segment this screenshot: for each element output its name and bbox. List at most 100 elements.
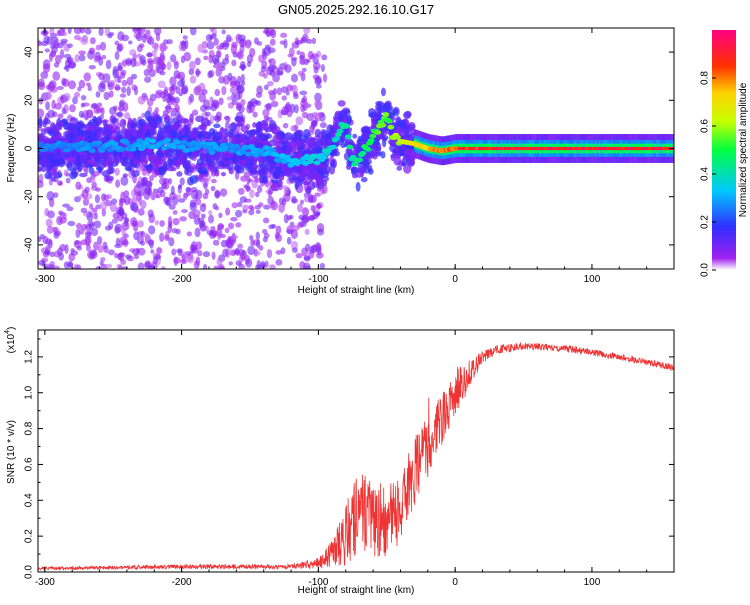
- heatmap-cell: [213, 123, 221, 129]
- heatmap-cell: [225, 207, 231, 216]
- heatmap-cell: [168, 221, 173, 229]
- heatmap-cell: [320, 64, 325, 73]
- spectrogram-y-tick-label: -20: [24, 189, 35, 204]
- heatmap-cell: [290, 125, 298, 132]
- snr-axes: -300 -200 -100 0 100 0.0 0.2 0.4 0.6 0.8 1.0 1.2: [24, 330, 674, 588]
- heatmap-cell: [343, 109, 351, 116]
- heatmap-cell: [208, 214, 215, 224]
- heatmap-cell: [222, 152, 230, 159]
- heatmap-cell: [216, 64, 224, 72]
- heatmap-cell: [202, 168, 208, 175]
- heatmap-cell: [195, 131, 205, 138]
- heatmap-cell: [74, 54, 80, 63]
- heatmap-cell: [194, 227, 201, 238]
- heatmap-cell: [258, 142, 264, 150]
- heatmap-cell: [200, 213, 206, 219]
- heatmap-cell: [148, 225, 156, 235]
- heatmap-cell: [170, 110, 176, 118]
- heatmap-cell: [76, 245, 82, 251]
- heatmap-cell: [221, 29, 226, 35]
- heatmap-cell: [382, 112, 390, 117]
- heatmap-cell: [217, 223, 224, 229]
- heatmap-cell: [308, 250, 315, 259]
- heatmap-cell: [291, 247, 298, 253]
- heatmap-cell: [120, 175, 129, 186]
- heatmap-cell: [257, 185, 263, 194]
- heatmap-cell: [271, 179, 278, 184]
- heatmap-cell: [248, 209, 255, 216]
- heatmap-cell: [156, 151, 165, 159]
- heatmap-cell: [237, 187, 245, 195]
- heatmap-cell: [47, 81, 55, 92]
- heatmap-cell: [294, 181, 299, 190]
- heatmap-cell: [294, 37, 300, 46]
- heatmap-cell: [112, 212, 120, 220]
- heatmap-cell: [363, 159, 370, 168]
- heatmap-cell: [83, 72, 91, 82]
- heatmap-cell: [130, 202, 139, 212]
- heatmap-cell: [131, 84, 138, 91]
- heatmap-cell: [173, 194, 182, 199]
- heatmap-cell: [398, 148, 405, 157]
- colorbar-tick-label: 0.4: [700, 167, 711, 181]
- heatmap-cell: [189, 60, 196, 71]
- heatmap-cell: [231, 41, 238, 48]
- heatmap-cell: [195, 115, 204, 123]
- heatmap-cell: [197, 43, 204, 53]
- heatmap-cell: [254, 37, 260, 45]
- heatmap-cell: [147, 239, 155, 246]
- heatmap-cell: [297, 221, 304, 229]
- heatmap-cell: [195, 70, 202, 75]
- heatmap-cell: [54, 123, 63, 131]
- heatmap-cell: [98, 28, 104, 37]
- heatmap-cell: [123, 140, 131, 146]
- heatmap-cell: [216, 116, 222, 122]
- heatmap-cell: [77, 126, 84, 136]
- heatmap-cell: [54, 129, 59, 137]
- heatmap-cell: [53, 231, 60, 239]
- heatmap-cell: [290, 240, 299, 250]
- heatmap-cell: [95, 187, 101, 192]
- heatmap-cell: [137, 195, 143, 206]
- heatmap-cell: [247, 101, 252, 110]
- heatmap-cell: [74, 91, 81, 98]
- heatmap-cell: [44, 249, 51, 256]
- heatmap-cell: [314, 192, 321, 197]
- heatmap-cell: [55, 157, 65, 166]
- heatmap-cell: [156, 133, 161, 144]
- heatmap-cell: [302, 111, 309, 119]
- spectrogram-y-tick-label: -40: [24, 237, 35, 252]
- heatmap-cell: [360, 176, 368, 183]
- heatmap-cell: [235, 117, 243, 123]
- heatmap-cell: [138, 118, 147, 127]
- heatmap-cell: [177, 131, 183, 141]
- heatmap-cell: [137, 95, 146, 105]
- heatmap-cell: [299, 57, 307, 65]
- heatmap-cell: [67, 28, 72, 34]
- heatmap-cell: [107, 33, 113, 39]
- heatmap-cell: [61, 28, 66, 33]
- heatmap-cell: [350, 166, 356, 176]
- heatmap-cell: [154, 106, 159, 114]
- heatmap-cell: [283, 38, 288, 49]
- heatmap-cell: [182, 193, 188, 201]
- heatmap-cell: [143, 189, 151, 200]
- spectrogram-heatmap: [38, 28, 674, 269]
- heatmap-cell: [84, 186, 90, 194]
- heatmap-cell: [67, 220, 76, 227]
- snr-y-tick-label: 1.0: [24, 385, 35, 399]
- heatmap-cell: [199, 203, 207, 213]
- heatmap-cell: [144, 110, 151, 121]
- heatmap-cell: [374, 129, 382, 135]
- heatmap-cell: [213, 37, 219, 46]
- heatmap-cell: [53, 61, 60, 68]
- heatmap-cell: [268, 120, 277, 130]
- heatmap-cell: [377, 101, 382, 112]
- heatmap-cell: [252, 153, 260, 158]
- heatmap-cell: [115, 237, 121, 247]
- heatmap-cell: [194, 57, 201, 66]
- heatmap-cell: [302, 180, 309, 186]
- heatmap-cell: [343, 123, 350, 129]
- heatmap-cell: [346, 114, 352, 125]
- heatmap-cell: [203, 182, 208, 190]
